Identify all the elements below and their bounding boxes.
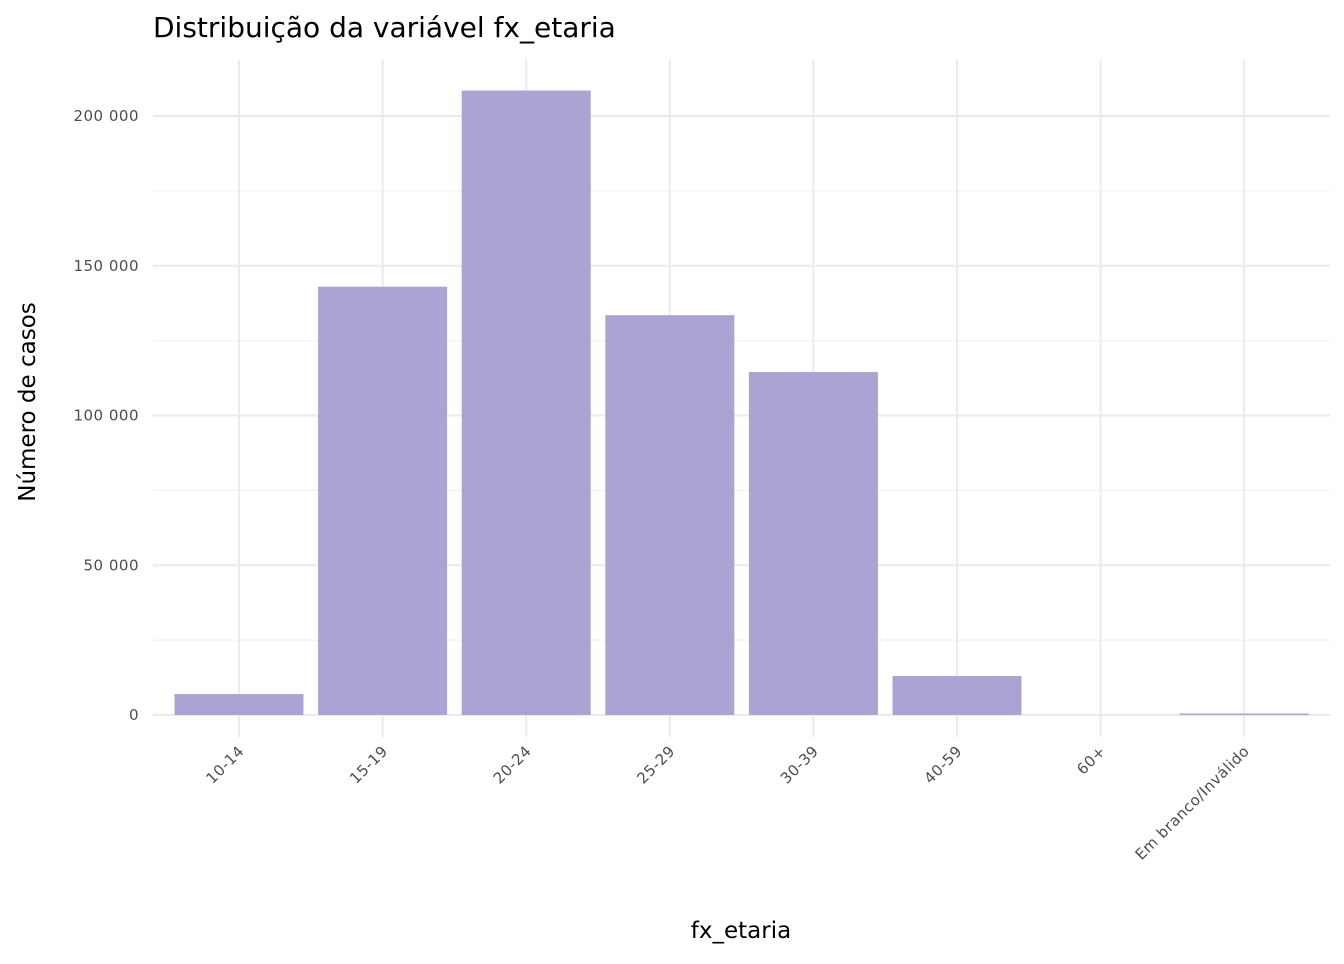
y-tick-label: 200 000: [73, 107, 139, 125]
bars: [174, 90, 1309, 716]
x-axis-title: fx_etaria: [691, 918, 791, 944]
bar-20-24: [461, 90, 591, 716]
bar-40-59: [892, 676, 1022, 715]
y-axis-ticks: 0 50 000 100 000 150 000 200 000: [73, 107, 140, 724]
y-tick-label: 150 000: [73, 257, 139, 275]
bar-15-19: [318, 286, 448, 715]
y-axis-title: Número de casos: [15, 302, 41, 502]
x-tick-label: 60+: [1073, 742, 1109, 778]
bar-25-29: [605, 315, 735, 715]
y-tick-label: 100 000: [73, 407, 139, 425]
x-tick-label: 15-19: [346, 742, 391, 787]
y-tick-label: 50 000: [84, 556, 140, 574]
x-tick-label: 40-59: [921, 742, 966, 787]
chart-title: Distribuição da variável fx_etaria: [153, 11, 616, 44]
x-tick-label: Em branco/Inválido: [1132, 742, 1253, 863]
x-tick-label: 30-39: [777, 742, 822, 787]
x-tick-label: 20-24: [490, 742, 535, 787]
y-tick-label: 0: [129, 706, 139, 724]
bar-30-39: [748, 372, 878, 715]
x-tick-label: 10-14: [203, 742, 248, 787]
bar-10-14: [174, 694, 304, 715]
bar-em-branco-inv-lido: [1179, 713, 1309, 715]
x-tick-label: 25-29: [633, 742, 678, 787]
x-axis-ticks: 10-14 15-19 20-24 25-29 30-39 40-59 60+ Em bran…: [203, 742, 1254, 863]
